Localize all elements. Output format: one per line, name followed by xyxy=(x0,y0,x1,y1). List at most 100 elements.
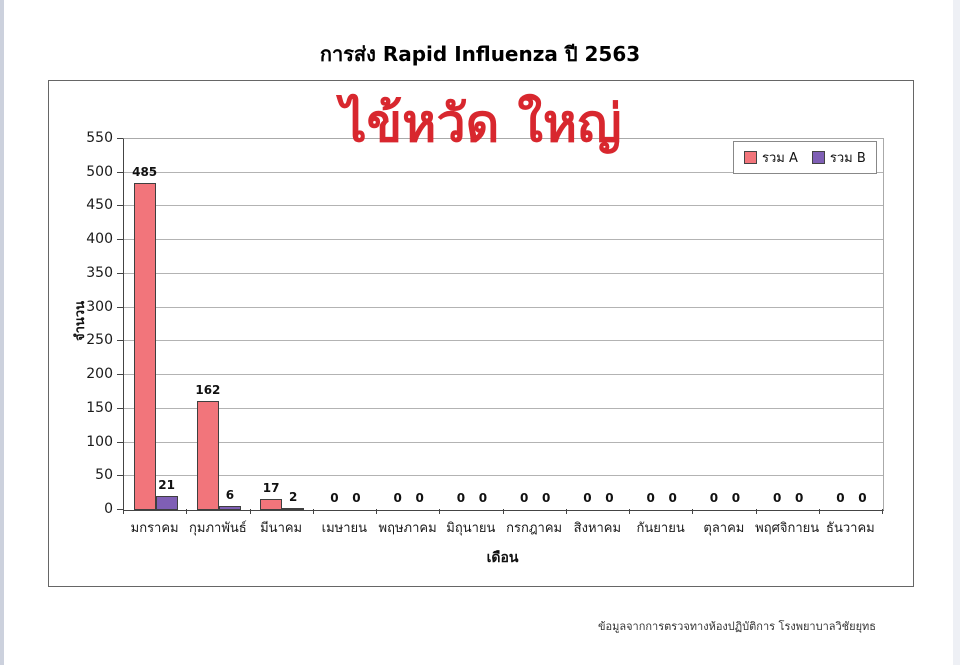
legend-item-a: รวม A xyxy=(744,147,798,168)
y-tick-mark xyxy=(117,138,123,139)
gridline xyxy=(124,306,883,308)
x-tick-mark xyxy=(439,509,441,514)
bar-value-label: 0 xyxy=(668,491,677,505)
bar-value-label: 0 xyxy=(772,491,782,505)
y-tick-mark xyxy=(117,205,123,207)
gridline xyxy=(124,374,883,376)
x-tick-mark xyxy=(312,509,314,514)
gridline xyxy=(124,239,883,241)
bar-value-label: 0 xyxy=(605,491,614,505)
bar-a: 17 xyxy=(260,481,283,510)
bar-a: 162 xyxy=(195,383,220,510)
x-tick-label: ธันวาคม xyxy=(826,521,875,536)
bar-value-label: 0 xyxy=(352,491,361,505)
x-tick-label: สิงหาคม xyxy=(573,521,622,536)
bar-value-label: 0 xyxy=(415,491,424,505)
bar-value-label: 0 xyxy=(646,491,655,505)
bar-value-label: 0 xyxy=(709,491,719,505)
bar-value-label: 0 xyxy=(858,491,867,505)
bar-value-label: 2 xyxy=(288,490,298,504)
x-tick-mark xyxy=(376,509,377,514)
x-axis-title: เดือน xyxy=(486,550,519,566)
gridline xyxy=(124,205,883,207)
x-tick-label: ตุลาคม xyxy=(703,521,745,536)
x-tick-label: มีนาคม xyxy=(260,521,303,536)
bar-value-label: 0 xyxy=(836,491,845,505)
x-tick-mark xyxy=(123,509,124,514)
bar-value-label: 0 xyxy=(583,491,592,505)
chart-frame: 485 21 162 6 17 2 0 0 0 0 0 0 0 0 0 0 0 0 0 0 0 0 0 0 ไข้หวัด ใ… xyxy=(48,80,914,587)
bar-value-label: 485 xyxy=(132,164,158,179)
y-tick-mark xyxy=(117,239,123,241)
y-tick-label: 300 xyxy=(86,298,113,315)
x-tick-label: กรกฎาคม xyxy=(506,521,563,536)
bar-value-label: 0 xyxy=(456,491,466,505)
y-tick-label: 350 xyxy=(86,264,113,281)
bar-value-label: 0 xyxy=(731,491,741,505)
gridline xyxy=(124,441,883,443)
bar-a: 485 xyxy=(132,165,157,510)
bar-group: 17 2 xyxy=(251,139,314,510)
gridline xyxy=(124,340,883,342)
legend-label-b: รวม B xyxy=(829,151,866,166)
bar-value-label: 162 xyxy=(195,382,221,397)
x-tick-mark xyxy=(818,509,820,514)
x-tick-mark xyxy=(882,509,883,514)
y-tick-label: 550 xyxy=(86,130,113,146)
legend-item-b: รวม B xyxy=(811,147,866,168)
bar-b: 2 xyxy=(282,490,305,510)
legend-swatch-b xyxy=(811,151,825,164)
bar-value-label: 6 xyxy=(225,487,235,502)
y-tick-mark xyxy=(117,340,123,342)
x-tick-label: พฤศจิกายน xyxy=(755,521,820,536)
y-tick-mark xyxy=(117,475,123,477)
x-tick-label: กันยายน xyxy=(636,521,685,536)
footer-note: ข้อมูลจากการตรวจทางห้องปฏิบัติการ โรงพยา… xyxy=(597,620,876,633)
bar-value-label: 0 xyxy=(393,491,402,505)
gridline xyxy=(124,272,883,274)
y-tick-mark xyxy=(117,272,123,274)
bar-group: 485 21 xyxy=(124,139,187,510)
x-tick-mark xyxy=(565,509,567,514)
x-tick-mark xyxy=(755,509,757,514)
x-tick-label: เมษายน xyxy=(321,521,368,536)
y-tick-mark xyxy=(117,509,123,510)
y-tick-label: 400 xyxy=(86,231,113,248)
x-tick-label: กุมภาพันธ์ xyxy=(189,521,247,536)
page-edge-right xyxy=(953,0,960,665)
bar-value-label: 0 xyxy=(330,491,339,505)
x-tick-label: มิถุนายน xyxy=(446,521,496,536)
gridline xyxy=(124,475,883,477)
bar-value-label: 0 xyxy=(478,491,488,505)
y-tick-label: 200 xyxy=(86,366,113,383)
y-tick-mark xyxy=(117,441,123,443)
bar-value-label: 0 xyxy=(541,491,551,505)
y-tick-label: 150 xyxy=(86,399,113,416)
bar-group: 162 6 xyxy=(187,139,250,510)
gridline xyxy=(124,171,883,173)
x-tick-mark xyxy=(249,509,251,514)
bar-b: 6 xyxy=(218,488,241,510)
legend-swatch-a xyxy=(744,151,757,164)
plot-area: 485 21 162 6 17 2 0 0 0 0 0 0 0 0 0 0 0 0 0 0 0 0 0 0 xyxy=(123,138,884,511)
legend: รวม A รวม B xyxy=(733,141,877,174)
x-tick-label: พฤษภาคม xyxy=(378,521,437,536)
bar-b: 21 xyxy=(155,478,178,510)
x-tick-mark xyxy=(629,509,630,514)
y-tick-mark xyxy=(117,374,123,376)
y-tick-mark xyxy=(117,306,123,308)
chart-title: การส่ง Rapid Influenza ปี 2563 xyxy=(319,42,641,66)
bar-value-label: 21 xyxy=(158,477,175,492)
bar-value-label: 0 xyxy=(794,491,804,505)
legend-label-a: รวม A xyxy=(762,151,798,166)
x-tick-mark xyxy=(692,509,694,514)
y-tick-mark xyxy=(117,407,123,409)
